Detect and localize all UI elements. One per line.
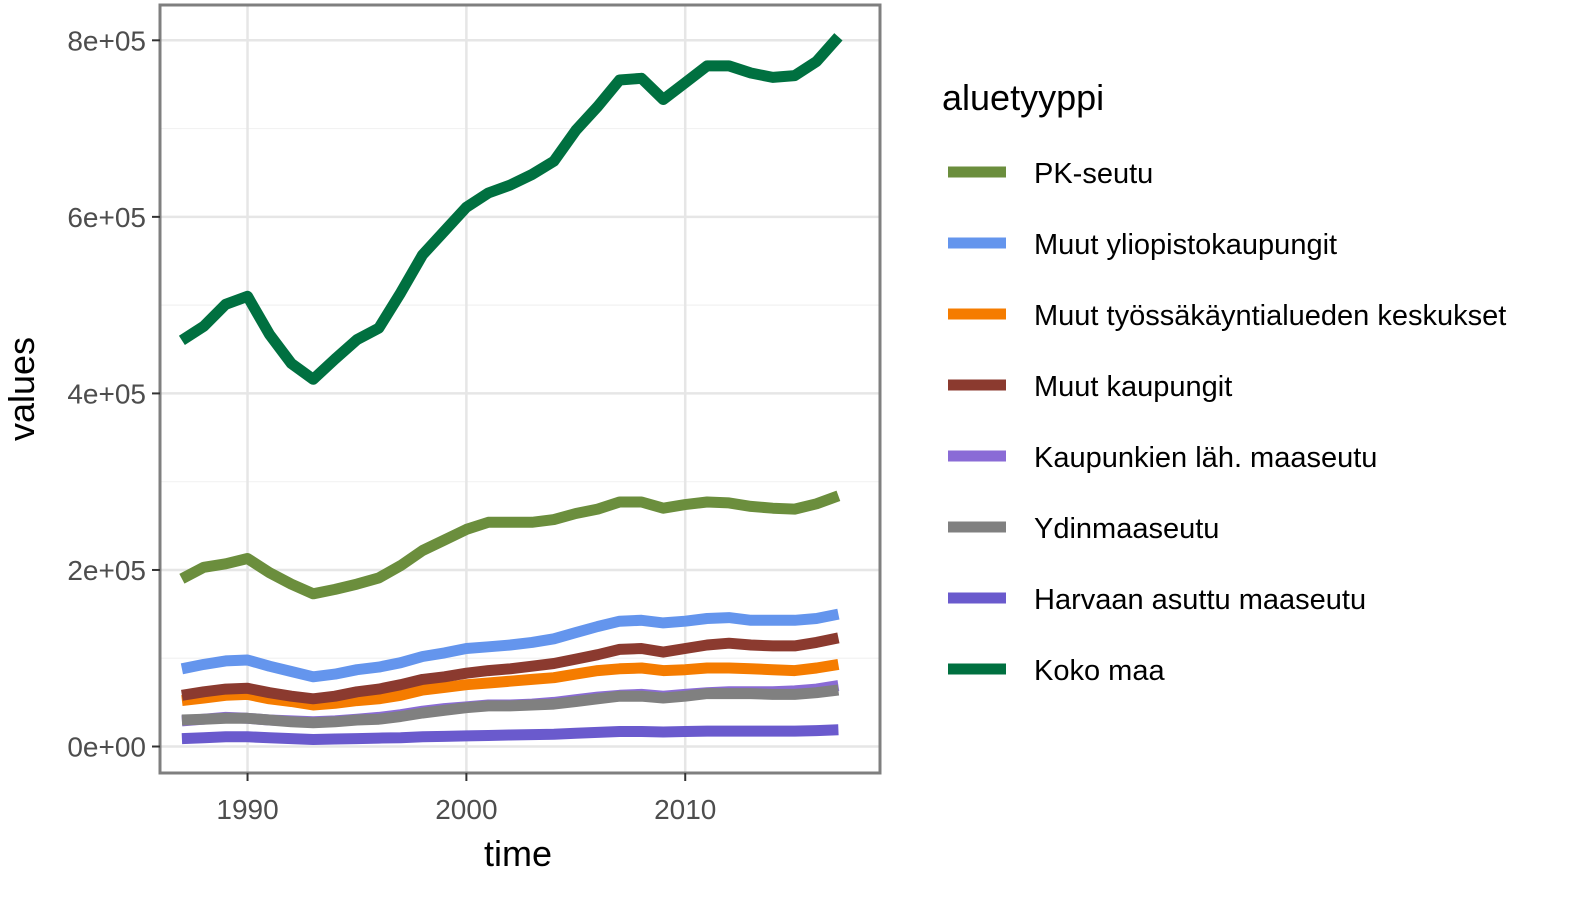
legend-title: aluetyyppi <box>942 77 1104 118</box>
legend-label: PK-seutu <box>1034 158 1153 190</box>
series-lines <box>178 33 843 745</box>
series-line-pk-seutu <box>179 490 841 600</box>
y-tick-label: 2e+05 <box>67 555 146 586</box>
legend-label: Koko maa <box>1034 655 1165 687</box>
legend-item: Muut yliopistokaupungit <box>948 229 1337 261</box>
legend-item: Ydinmaaseutu <box>948 513 1219 545</box>
x-axis-title: time <box>484 833 552 874</box>
y-tick-label: 0e+00 <box>67 732 146 763</box>
legend-item: Harvaan asuttu maaseutu <box>948 584 1366 616</box>
y-tick-label: 6e+05 <box>67 202 146 233</box>
legend-label: Ydinmaaseutu <box>1034 513 1219 545</box>
series-line-muut-yliopistokaupungit <box>180 608 840 683</box>
legend-item: Kaupunkien läh. maaseutu <box>948 442 1377 474</box>
x-tick-label: 1990 <box>216 794 278 825</box>
axes: 0e+00 2e+05 4e+05 6e+05 8e+05 1990 2000 2010 <box>67 25 716 825</box>
series-line-harvaan-asuttu-maaseutu <box>181 724 839 745</box>
y-tick-label: 8e+05 <box>67 25 146 56</box>
legend-label: Muut kaupungit <box>1034 371 1232 403</box>
plot-border <box>158 3 882 775</box>
x-tick-label: 2000 <box>435 794 497 825</box>
legend-label: Kaupunkien läh. maaseutu <box>1034 442 1377 474</box>
legend-label: Muut työssäkäyntialueden keskukset <box>1034 300 1506 332</box>
legend-label: Muut yliopistokaupungit <box>1034 229 1337 261</box>
legend-item: Koko maa <box>948 655 1165 687</box>
legend-label: Harvaan asuttu maaseutu <box>1034 584 1366 616</box>
series-line-muut-kaupungit <box>181 632 840 705</box>
series-line-koko-maa <box>178 33 843 385</box>
y-axis-title: values <box>1 337 42 441</box>
legend-item: PK-seutu <box>948 158 1153 190</box>
x-tick-label: 2010 <box>654 794 716 825</box>
legend-item: Muut työssäkäyntialueden keskukset <box>948 300 1506 332</box>
legend: aluetyyppi PK-seutu Muut yliopistokaupung… <box>942 77 1506 687</box>
legend-item: Muut kaupungit <box>948 371 1232 403</box>
series-line-ydinmaaseutu <box>181 684 840 729</box>
y-tick-label: 4e+05 <box>67 378 146 409</box>
